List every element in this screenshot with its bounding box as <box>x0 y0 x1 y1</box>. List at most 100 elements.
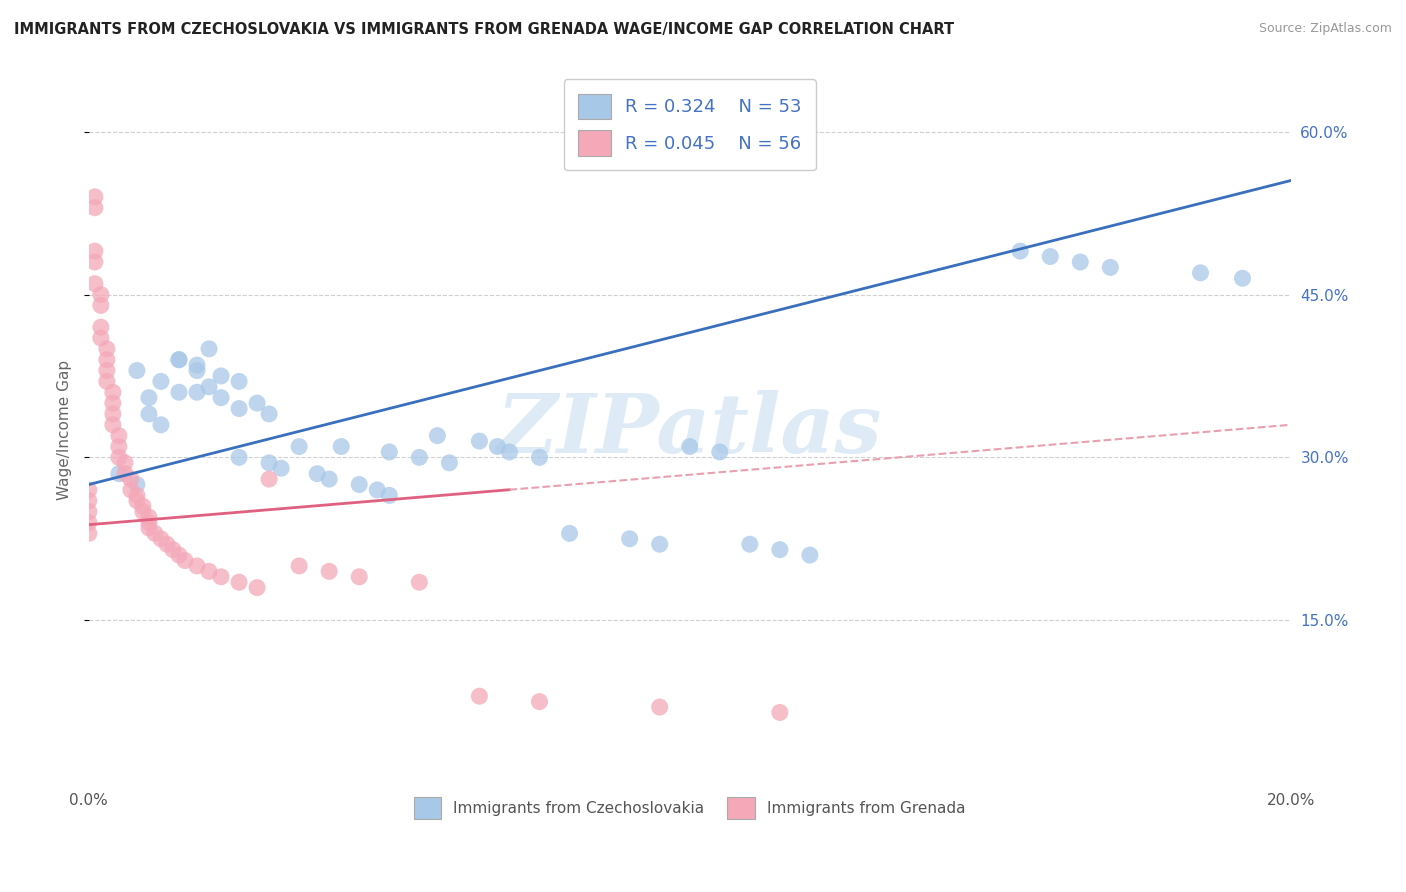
Point <box>1039 250 1062 264</box>
Point <box>439 456 461 470</box>
Point <box>318 472 340 486</box>
Point <box>198 380 221 394</box>
Point <box>83 277 105 291</box>
Point <box>101 396 124 410</box>
Point <box>1069 255 1091 269</box>
Point <box>156 537 179 551</box>
Point <box>96 363 118 377</box>
Point <box>77 516 100 530</box>
Point <box>186 358 208 372</box>
Point <box>101 417 124 432</box>
Point <box>198 565 221 579</box>
Point <box>138 391 160 405</box>
Point <box>108 450 131 465</box>
Point <box>257 456 280 470</box>
Point <box>108 467 131 481</box>
Point <box>77 505 100 519</box>
Point <box>186 363 208 377</box>
Point <box>619 532 641 546</box>
Point <box>246 581 269 595</box>
Point <box>648 700 671 714</box>
Point <box>120 472 142 486</box>
Text: Source: ZipAtlas.com: Source: ZipAtlas.com <box>1258 22 1392 36</box>
Point <box>408 575 430 590</box>
Point <box>101 407 124 421</box>
Legend: Immigrants from Czechoslovakia, Immigrants from Grenada: Immigrants from Czechoslovakia, Immigran… <box>408 791 972 825</box>
Point <box>498 445 520 459</box>
Point <box>288 440 311 454</box>
Point <box>228 575 250 590</box>
Point <box>132 505 155 519</box>
Text: ZIPatlas: ZIPatlas <box>496 390 883 470</box>
Point <box>83 244 105 259</box>
Point <box>769 706 792 720</box>
Point <box>96 352 118 367</box>
Point <box>209 368 232 383</box>
Point <box>408 450 430 465</box>
Point <box>167 385 190 400</box>
Point <box>648 537 671 551</box>
Point <box>90 298 112 312</box>
Point <box>108 428 131 442</box>
Point <box>96 342 118 356</box>
Point <box>468 434 491 449</box>
Point <box>257 472 280 486</box>
Point <box>228 401 250 416</box>
Point <box>186 558 208 573</box>
Point <box>77 493 100 508</box>
Point <box>101 385 124 400</box>
Point <box>108 440 131 454</box>
Point <box>318 565 340 579</box>
Point <box>738 537 761 551</box>
Point <box>162 542 184 557</box>
Point <box>83 255 105 269</box>
Point <box>138 407 160 421</box>
Point <box>529 695 551 709</box>
Point <box>799 548 821 562</box>
Point <box>167 352 190 367</box>
Point <box>90 320 112 334</box>
Point <box>138 516 160 530</box>
Point <box>125 493 148 508</box>
Point <box>257 407 280 421</box>
Point <box>125 488 148 502</box>
Point <box>83 201 105 215</box>
Point <box>1189 266 1212 280</box>
Point <box>378 445 401 459</box>
Y-axis label: Wage/Income Gap: Wage/Income Gap <box>58 360 72 500</box>
Point <box>96 375 118 389</box>
Point <box>366 483 388 497</box>
Point <box>138 510 160 524</box>
Point <box>426 428 449 442</box>
Point <box>1232 271 1254 285</box>
Point <box>77 526 100 541</box>
Point <box>209 391 232 405</box>
Point <box>83 190 105 204</box>
Point <box>1010 244 1032 259</box>
Point <box>120 483 142 497</box>
Point <box>228 450 250 465</box>
Point <box>486 440 509 454</box>
Point <box>468 689 491 703</box>
Point <box>114 456 136 470</box>
Point <box>149 375 172 389</box>
Point <box>270 461 292 475</box>
Point <box>149 417 172 432</box>
Point <box>143 526 166 541</box>
Point <box>349 477 371 491</box>
Point <box>77 483 100 497</box>
Point <box>132 500 155 514</box>
Point <box>307 467 329 481</box>
Point <box>90 331 112 345</box>
Point <box>378 488 401 502</box>
Point <box>114 467 136 481</box>
Point <box>330 440 353 454</box>
Point <box>167 352 190 367</box>
Point <box>709 445 731 459</box>
Point <box>558 526 581 541</box>
Point <box>288 558 311 573</box>
Point <box>246 396 269 410</box>
Point <box>1099 260 1122 275</box>
Point <box>198 342 221 356</box>
Point <box>125 363 148 377</box>
